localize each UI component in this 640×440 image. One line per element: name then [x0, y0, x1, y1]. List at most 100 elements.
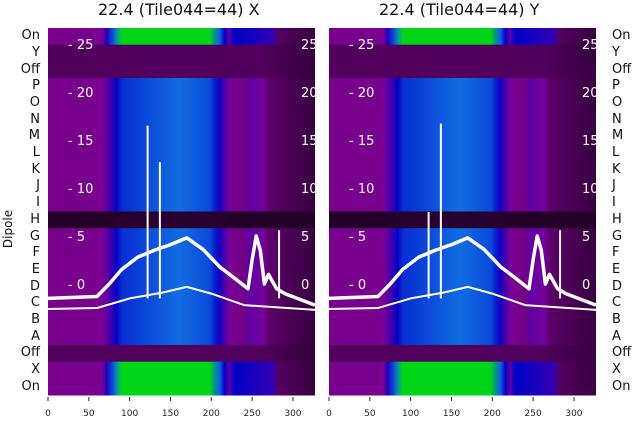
- xtick-label: 100: [121, 409, 138, 419]
- row-label: N: [612, 111, 622, 127]
- row-label: Off: [612, 61, 632, 77]
- row-label: N: [30, 111, 40, 127]
- row-label: F: [612, 245, 620, 261]
- heatmap-row-p: [329, 78, 596, 96]
- row-label: P: [32, 78, 40, 94]
- heatmap-row-f: [329, 244, 596, 263]
- row-label: Y: [612, 45, 620, 61]
- heatmap-row-c: [329, 294, 596, 313]
- heatmap-row-e: [48, 261, 315, 279]
- inner-ytick-label-right: 20: [301, 86, 318, 101]
- heatmap-row-e: [329, 261, 596, 279]
- heatmap-row-i: [48, 194, 315, 212]
- row-label: H: [612, 211, 622, 227]
- heatmap-row-y: [48, 44, 315, 62]
- inner-ytick-label-right: 15: [301, 134, 318, 149]
- row-label: C: [612, 295, 622, 311]
- inner-ytick-label-right: 5: [582, 230, 590, 245]
- inner-ytick-label: - 0: [349, 278, 366, 293]
- row-label: K: [612, 161, 621, 177]
- row-label: D: [612, 278, 623, 294]
- heatmap-row-l: [329, 144, 596, 162]
- inner-ytick-label-right: 5: [301, 230, 309, 245]
- row-label: M: [28, 128, 40, 144]
- row-label: G: [612, 228, 623, 244]
- overlay-line-thin: [47, 285, 316, 311]
- inner-ytick-label: - 15: [68, 134, 93, 149]
- row-label: H: [30, 211, 40, 227]
- heatmap-row-o: [329, 94, 596, 112]
- row-label: G: [29, 228, 40, 244]
- row-label: C: [30, 295, 40, 311]
- heatmap-row-g: [329, 228, 596, 246]
- row-label: M: [612, 128, 624, 144]
- overlay-line-thick: [47, 234, 316, 307]
- heatmap-row-a: [329, 328, 596, 346]
- heatmap-row-on: [48, 378, 315, 396]
- row-label: X: [31, 361, 40, 377]
- heatmap-row-off: [329, 61, 596, 79]
- row-label: I: [36, 195, 40, 211]
- xtick-label: 50: [364, 409, 376, 419]
- heatmap-row-l: [48, 144, 315, 162]
- row-label: F: [32, 245, 40, 261]
- heatmap-row-off: [48, 344, 315, 363]
- heatmap-row-x: [48, 361, 315, 379]
- xtick-label: 200: [203, 409, 220, 419]
- row-label: On: [612, 28, 631, 44]
- heatmap-row-i: [329, 194, 596, 212]
- heatmap-row-m: [48, 128, 315, 146]
- row-label: J: [612, 178, 616, 194]
- row-label: B: [31, 311, 40, 327]
- inner-ytick-label-right: 25: [301, 38, 318, 53]
- heatmap-row-o: [48, 94, 315, 112]
- row-label: B: [612, 311, 621, 327]
- inner-ytick-label-right: 10: [301, 182, 318, 197]
- inner-ytick-label: - 10: [68, 182, 93, 197]
- row-label: Off: [612, 345, 632, 361]
- heatmap-row-j: [48, 178, 315, 196]
- xtick-label: 50: [83, 409, 95, 419]
- heatmap-row-m: [329, 128, 596, 146]
- heatmap-row-off: [329, 344, 596, 363]
- inner-ytick-label: - 0: [68, 278, 85, 293]
- row-label: L: [32, 145, 40, 161]
- row-label: X: [612, 361, 621, 377]
- xtick-label: 0: [326, 409, 332, 419]
- row-label: Off: [20, 61, 40, 77]
- heatmap-row-off: [48, 61, 315, 79]
- xtick-label: 150: [162, 409, 179, 419]
- inner-ytick-label: - 25: [349, 38, 374, 53]
- inner-ytick-label: - 10: [349, 182, 374, 197]
- inner-ytick-label-right: 25: [582, 38, 599, 53]
- inner-ytick-label-right: 0: [582, 278, 590, 293]
- row-label: I: [612, 195, 616, 211]
- inner-ytick-label: - 5: [349, 230, 366, 245]
- row-label: E: [31, 261, 40, 277]
- heatmap-row-n: [329, 111, 596, 129]
- row-label: O: [29, 95, 40, 111]
- y-axis-label: Dipole: [1, 209, 16, 249]
- inner-ytick-label-right: 20: [582, 86, 599, 101]
- xtick-label: 200: [484, 409, 501, 419]
- heatmap-row-g: [48, 228, 315, 246]
- xtick-label: 250: [525, 409, 542, 419]
- heatmap-row-on: [329, 28, 596, 46]
- heatmap-row-p: [48, 78, 315, 96]
- xtick-label: 150: [443, 409, 460, 419]
- row-label: O: [612, 95, 623, 111]
- inner-ytick-label-right: 15: [582, 134, 599, 149]
- row-label: Y: [32, 45, 40, 61]
- heatmap-row-h: [329, 211, 596, 229]
- inner-ytick-label: - 20: [68, 86, 93, 101]
- row-label: P: [612, 78, 620, 94]
- right-panel-title: 22.4 (Tile044=44) Y: [379, 0, 540, 19]
- heatmap-row-h: [48, 211, 315, 229]
- inner-ytick-label: - 15: [349, 134, 374, 149]
- overlay-line-thick: [328, 234, 597, 307]
- xtick-label: 250: [244, 409, 261, 419]
- overlay-line-thin: [328, 285, 597, 311]
- heatmap-row-n: [48, 111, 315, 129]
- heatmap-row-on: [329, 378, 596, 396]
